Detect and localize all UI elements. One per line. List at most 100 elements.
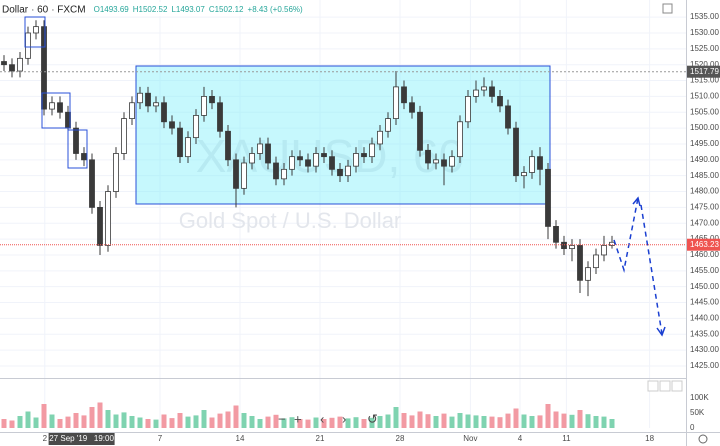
scroll-right[interactable]: ›: [342, 411, 346, 426]
x-tick-label: Nov: [463, 434, 477, 443]
candle-body: [161, 102, 167, 123]
volume-bar: [73, 413, 79, 428]
volume-bar: [97, 402, 103, 428]
candle-body: [569, 245, 575, 250]
volume-bar: [105, 410, 111, 428]
zoom-out[interactable]: −: [278, 411, 286, 426]
volume-bar: [553, 411, 559, 428]
volume-bar: [305, 419, 311, 428]
pattern-box: [41, 92, 71, 129]
y-tick-label: 1425.00: [690, 361, 719, 370]
volume-bar: [361, 419, 367, 428]
interval: 60: [37, 5, 49, 16]
volume-bar: [449, 416, 455, 428]
volume-bar: [81, 415, 87, 428]
volume-bar: [521, 414, 527, 428]
volume-bar: [393, 407, 399, 428]
ohlc-value: +8.43 (+0.56%): [248, 5, 303, 14]
volume-bar: [545, 404, 551, 428]
volume-bar: [345, 418, 351, 428]
last-price-label-bg: [687, 238, 720, 251]
price-label-bg: [687, 65, 720, 78]
candle-body: [409, 102, 415, 113]
settings[interactable]: [698, 434, 708, 444]
source: FXCM: [57, 5, 85, 16]
candle-body: [361, 153, 367, 158]
y-tick-label: 1465.00: [690, 234, 719, 243]
x-tick-label: 28: [396, 434, 405, 443]
y-tick-label: 1455.00: [690, 266, 719, 275]
volume-bar: [233, 405, 239, 428]
x-tick-label: 18: [645, 434, 654, 443]
maximize-pane[interactable]: [671, 380, 683, 392]
volume-bar: [489, 416, 495, 428]
zoom-in[interactable]: +: [294, 411, 302, 426]
volume-bar: [561, 413, 567, 428]
volume-bar: [65, 416, 71, 428]
candle-body: [57, 102, 63, 113]
volume-bar: [217, 413, 223, 428]
candle-body: [265, 143, 271, 164]
volume-tick-label: 50K: [690, 408, 705, 417]
candle-body: [425, 149, 431, 164]
candle-body: [537, 156, 543, 170]
volume-bar: [465, 414, 471, 428]
move-up[interactable]: [647, 380, 659, 392]
y-tick-label: 1450.00: [690, 282, 719, 291]
pane-buttons: [647, 3, 708, 444]
volume-bar: [505, 413, 511, 428]
candle-body: [449, 156, 455, 167]
candle-body: [593, 254, 599, 269]
candle-body: [153, 102, 159, 107]
ohlc-value: H1502.52: [133, 5, 168, 14]
candle-body: [329, 156, 335, 170]
volume-bar: [401, 413, 407, 428]
candle-body: [417, 111, 423, 151]
close-pane[interactable]: [659, 380, 671, 392]
volume-bar: [473, 415, 479, 428]
candle-body: [393, 86, 399, 120]
volume-bar: [593, 416, 599, 428]
volume-bar: [49, 414, 55, 428]
volume-bar: [241, 413, 247, 428]
scroll-left[interactable]: ‹: [320, 411, 324, 426]
candle-body: [81, 153, 87, 161]
volume-bar: [153, 419, 159, 428]
separator: ·: [51, 5, 54, 16]
volume-bar: [57, 419, 63, 428]
candle-body: [193, 115, 199, 139]
legend-bg: [0, 2, 258, 16]
volume-bar: [129, 416, 135, 428]
settings[interactable]: [662, 3, 673, 14]
ohlc-value: C1502.12: [209, 5, 244, 14]
candle-body: [105, 191, 111, 246]
y-tick-label: 1470.00: [690, 218, 719, 227]
candle-body: [177, 127, 183, 158]
volume-bar: [161, 414, 167, 428]
volume-bar: [425, 414, 431, 428]
candle-body: [249, 153, 255, 164]
reset[interactable]: ↺: [367, 411, 378, 426]
candle-body: [337, 168, 343, 177]
ohlc-value: O1493.69: [94, 5, 130, 14]
candle-body: [145, 92, 151, 107]
volume-bar: [137, 417, 143, 428]
volume-bar: [193, 415, 199, 428]
y-tick-label: 1500.00: [690, 123, 719, 132]
y-tick-label: 1505.00: [690, 107, 719, 116]
candle-body: [385, 118, 391, 132]
volume-bar: [121, 412, 127, 428]
candle-body: [73, 127, 79, 154]
volume-bar: [569, 414, 575, 428]
candle-body: [9, 64, 15, 72]
candle-body: [273, 162, 279, 180]
candle-body: [209, 96, 215, 104]
volume-tick-label: 100K: [690, 393, 709, 402]
y-tick-label: 1490.00: [690, 155, 719, 164]
candle-body: [185, 137, 191, 158]
time-axis: [0, 432, 686, 446]
legend: Dollar · 60 · FXCM O1493.69 H1502.52 L1493.07 C1…: [0, 2, 303, 16]
candle-body: [137, 92, 143, 104]
grid: [0, 0, 686, 428]
